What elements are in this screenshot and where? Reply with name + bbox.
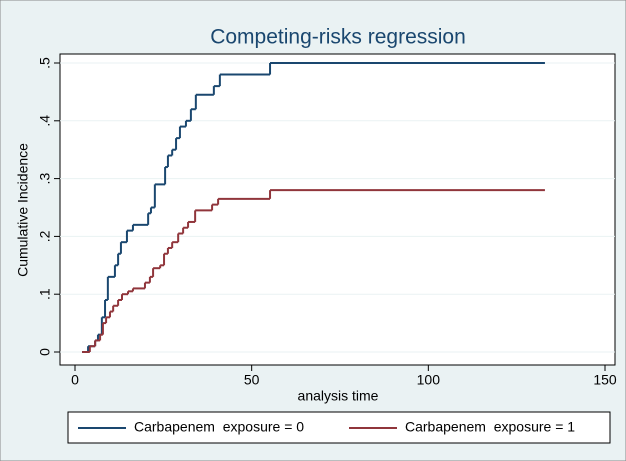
x-axis-label: analysis time (298, 388, 379, 404)
plot-region (59, 53, 616, 366)
x-tick-label: 50 (244, 372, 260, 388)
legend-label: Carbapenem exposure = 1 (405, 419, 575, 435)
y-tick-label: .5 (37, 57, 53, 69)
legend-label: Carbapenem exposure = 0 (134, 419, 304, 435)
y-tick-label: .2 (37, 230, 53, 242)
x-tick-label: 150 (593, 372, 617, 388)
y-tick-label: .3 (37, 173, 53, 185)
legend-box (67, 411, 611, 444)
y-axis-label: Cumulative Incidence (15, 143, 31, 277)
y-tick-label: .4 (37, 115, 53, 127)
chart-title: Competing-risks regression (210, 26, 466, 49)
x-tick-label: 100 (417, 372, 441, 388)
y-tick-label: 0 (37, 348, 53, 356)
x-tick-label: 0 (71, 372, 79, 388)
y-tick-label: .1 (37, 288, 53, 300)
